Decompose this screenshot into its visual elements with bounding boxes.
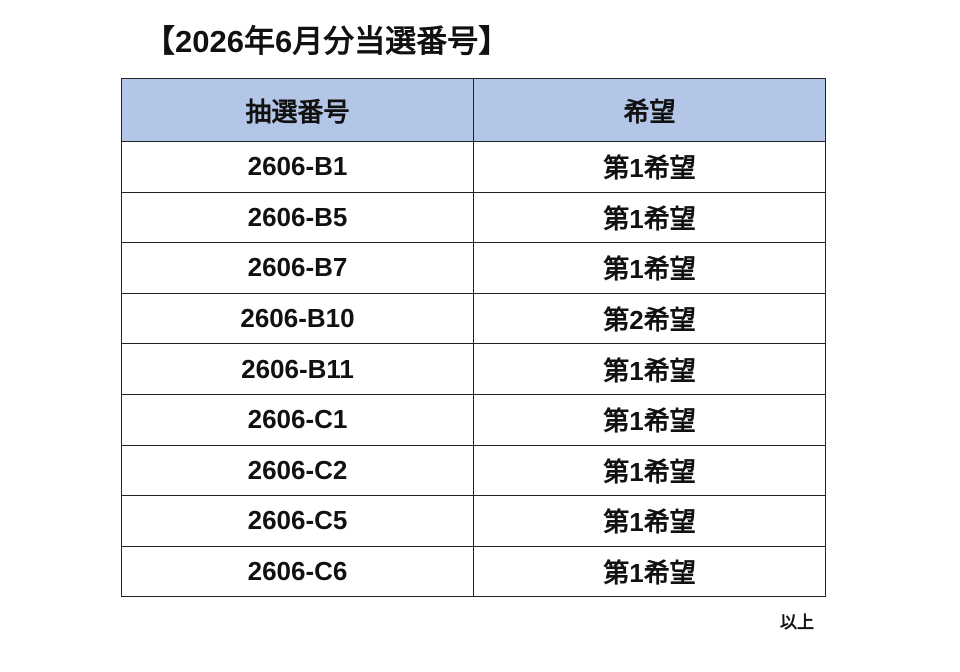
- header-row: 抽選番号 希望: [121, 78, 826, 142]
- table-row: 2606-B7 第1希望: [121, 242, 826, 294]
- table-row: 2606-C1 第1希望: [121, 393, 826, 446]
- table-cell: 2606-B5: [121, 191, 474, 244]
- table-body: 2606-B1 第1希望 2606-B5 第1希望 2606-B7 第1希望 2606-B1…: [121, 141, 826, 598]
- table-cell: 第1希望: [473, 343, 826, 395]
- table-cell: 第1希望: [473, 242, 826, 294]
- table-cell: 2606-B7: [121, 242, 474, 294]
- table-row: 2606-B1 第1希望: [121, 141, 826, 193]
- table-cell: 2606-C1: [121, 393, 474, 446]
- table-cell: 2606-B1: [121, 141, 474, 193]
- table-row: 2606-C6 第1希望: [121, 545, 826, 598]
- table-cell: 2606-C6: [121, 545, 474, 598]
- table-cell: 第1希望: [473, 141, 826, 193]
- table-row: 2606-B11 第1希望: [121, 343, 826, 395]
- table-row: 2606-B10 第2希望: [121, 292, 826, 345]
- table-cell: 2606-B10: [121, 292, 474, 345]
- table-cell: 2606-C2: [121, 444, 474, 497]
- table-row: 2606-B5 第1希望: [121, 191, 826, 244]
- result-table: 抽選番号 希望 2606-B1 第1希望 2606-B5 第1希望 2606-B7 第1希望…: [121, 78, 826, 598]
- title: 【2026年6月分当選番号】: [144, 24, 510, 59]
- table-cell: 2606-B11: [121, 343, 474, 395]
- table-row: 2606-C5 第1希望: [121, 495, 826, 547]
- table-row: 2606-C2 第1希望: [121, 444, 826, 497]
- table-cell: 第1希望: [473, 495, 826, 547]
- table-cell: 第1希望: [473, 393, 826, 446]
- table-cell: 第1希望: [473, 444, 826, 497]
- footer-note: 以上: [780, 613, 814, 632]
- table-cell: 第1希望: [473, 191, 826, 244]
- table-cell: 第1希望: [473, 545, 826, 598]
- column-header: 抽選番号: [121, 78, 474, 142]
- table-cell: 2606-C5: [121, 495, 474, 547]
- column-header: 希望: [473, 78, 826, 142]
- table-cell: 第2希望: [473, 292, 826, 345]
